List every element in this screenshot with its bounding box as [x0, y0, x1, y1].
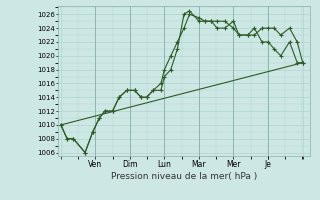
X-axis label: Pression niveau de la mer( hPa ): Pression niveau de la mer( hPa )	[111, 172, 257, 181]
